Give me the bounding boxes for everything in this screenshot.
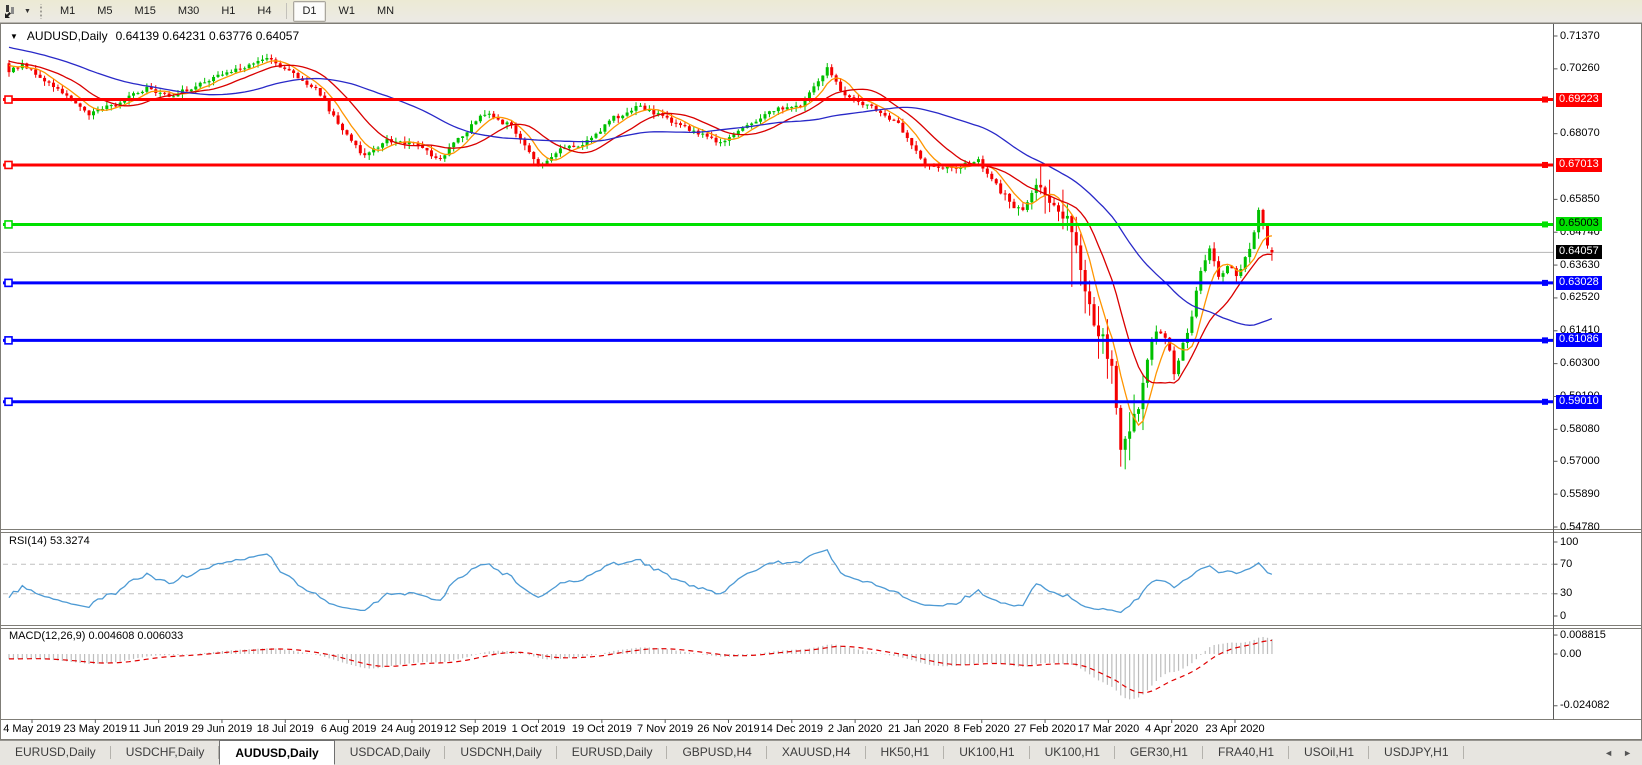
- chart-canvas[interactable]: [1, 24, 1642, 741]
- date-label: 4 Apr 2020: [1145, 723, 1199, 735]
- toolbar-separator: [286, 3, 288, 19]
- price-tick-label: 0.62520: [1560, 291, 1600, 304]
- timeframe-button-mn[interactable]: MN: [377, 5, 395, 17]
- chart-tabs: EURUSD,Daily USDCHF,Daily AUDUSD,Daily USDC…: [0, 740, 1465, 765]
- timeframe-button-m15[interactable]: M15: [134, 5, 156, 17]
- date-label: 26 Nov 2019: [697, 723, 760, 735]
- chart-title-symbol: AUDUSD,Daily: [26, 29, 108, 43]
- macd-axis-label: 0.008815: [1560, 628, 1606, 641]
- timeframe-button-m5[interactable]: M5: [97, 5, 113, 17]
- rsi-axis-label: 0: [1560, 609, 1567, 622]
- candles: [7, 53, 1274, 470]
- chart-tools-icon[interactable]: [3, 4, 19, 19]
- price-tick-label: 0.55890: [1560, 487, 1600, 500]
- date-label: 14 Dec 2019: [760, 723, 823, 735]
- ma-line-medium: [8, 60, 1272, 384]
- price-tick-label: 0.57000: [1560, 454, 1600, 467]
- chart-tab-eurusd-daily[interactable]: EURUSD,Daily: [557, 741, 668, 765]
- tab-scroll-left-icon[interactable]: ◄: [1604, 748, 1614, 758]
- rsi-axis-label: 70: [1560, 557, 1573, 570]
- hline-price-tag[interactable]: 0.65003: [1556, 217, 1602, 232]
- date-label: 11 Jun 2019: [128, 723, 189, 735]
- date-label: 2 Jan 2020: [827, 723, 883, 735]
- timeframe-button-d1[interactable]: D1: [293, 0, 326, 22]
- timeframe-button-h4[interactable]: H4: [257, 5, 272, 17]
- date-label: 23 May 2019: [63, 723, 128, 735]
- chart-window: ▼ AUDUSD,Daily 0.64139 0.64231 0.63776 0…: [0, 23, 1642, 740]
- tab-scroll-right-icon[interactable]: ►: [1623, 748, 1632, 758]
- date-label: 29 Jun 2019: [191, 723, 253, 735]
- price-tick-label: 0.71370: [1560, 29, 1600, 42]
- timeframe-button-w1[interactable]: W1: [338, 5, 356, 17]
- rsi-axis-label: 30: [1560, 587, 1573, 600]
- chart-title-ohlc: 0.64139 0.64231 0.63776 0.64057: [115, 29, 300, 43]
- price-tick-label: 0.61410: [1560, 324, 1600, 337]
- hline-price-tag[interactable]: 0.63028: [1556, 275, 1602, 290]
- date-label: 18 Jul 2019: [256, 723, 314, 735]
- current-price-tag[interactable]: 0.64057: [1556, 245, 1602, 260]
- timeframe-buttons: M1 M5 M15 M30 H1 H4 D1 W1 MN: [49, 0, 405, 22]
- date-label: 8 Feb 2020: [953, 723, 1010, 735]
- chart-tab-usdjpy-h1[interactable]: USDJPY,H1: [1369, 741, 1465, 765]
- chart-tab-usdcnh-daily[interactable]: USDCNH,Daily: [445, 741, 558, 765]
- chart-tab-xauusd-h4[interactable]: XAUUSD,H4: [767, 741, 866, 765]
- date-label: 23 Apr 2020: [1205, 723, 1265, 735]
- ma-line-fast: [8, 60, 1273, 427]
- price-tick-label: 0.58080: [1560, 422, 1600, 435]
- date-label: 24 Aug 2019: [380, 723, 443, 735]
- chart-tab-ger30-h1[interactable]: GER30,H1: [1115, 741, 1204, 765]
- timeframe-button-m1[interactable]: M1: [59, 5, 76, 17]
- chart-tab-uk100-h1[interactable]: UK100,H1: [944, 741, 1030, 765]
- date-label: 12 Sep 2019: [444, 723, 507, 735]
- tab-scroll-arrows: ◄ ►: [1594, 741, 1642, 765]
- price-tick-label: 0.63630: [1560, 258, 1600, 271]
- rsi-panel: [3, 549, 1553, 614]
- ma-line-slow: [8, 46, 1273, 326]
- chart-tab-usdchf-daily[interactable]: USDCHF,Daily: [111, 741, 220, 765]
- hline-price-tag[interactable]: 0.69223: [1556, 92, 1602, 107]
- chart-tab-gbpusd-h4[interactable]: GBPUSD,H4: [667, 741, 768, 765]
- macd-axis-label: 0.00: [1560, 647, 1582, 660]
- timeframe-button-h1[interactable]: H1: [221, 5, 236, 17]
- collapse-indicator-icon[interactable]: ▼: [10, 31, 18, 41]
- rsi-indicator-label: RSI(14) 53.3274: [9, 535, 90, 547]
- chart-tab-eurusd-daily[interactable]: EURUSD,Daily: [0, 741, 111, 765]
- chart-tab-hk50-h1[interactable]: HK50,H1: [866, 741, 945, 765]
- date-label: 1 Oct 2019: [511, 723, 566, 735]
- date-label: 21 Jan 2020: [888, 723, 949, 735]
- macd-panel: [8, 636, 1273, 700]
- date-label: 19 Oct 2019: [571, 723, 632, 735]
- price-tick-label: 0.60300: [1560, 357, 1600, 370]
- date-label: 4 May 2019: [3, 723, 61, 735]
- chart-tab-audusd-daily[interactable]: AUDUSD,Daily: [219, 740, 335, 765]
- chart-tab-uk100-h1[interactable]: UK100,H1: [1030, 741, 1116, 765]
- top-toolbar: ▼ M1 M5 M15 M30 H1 H4 D1 W1 MN: [0, 0, 1642, 23]
- chart-tab-bar: EURUSD,Daily USDCHF,Daily AUDUSD,Daily USDC…: [0, 740, 1642, 765]
- date-label: 27 Feb 2020: [1014, 723, 1076, 735]
- hline-price-tag[interactable]: 0.67013: [1556, 157, 1602, 172]
- macd-axis-label: -0.024082: [1560, 699, 1610, 712]
- date-label: 6 Aug 2019: [320, 723, 377, 735]
- chart-tab-usoil-h1[interactable]: USOil,H1: [1289, 741, 1370, 765]
- chart-tab-fra40-h1[interactable]: FRA40,H1: [1203, 741, 1290, 765]
- price-tick-label: 0.70260: [1560, 62, 1600, 75]
- chart-tools-cluster: ▼: [0, 4, 35, 19]
- toolbar-grip[interactable]: [38, 3, 43, 19]
- date-label: 7 Nov 2019: [637, 723, 694, 735]
- date-label: 17 Mar 2020: [1077, 723, 1140, 735]
- price-tick-label: 0.54780: [1560, 520, 1600, 533]
- timeframe-button-m30[interactable]: M30: [177, 5, 200, 17]
- horizontal-lines: [3, 95, 1553, 407]
- macd-indicator-label: MACD(12,26,9) 0.004608 0.006033: [9, 630, 184, 642]
- price-tick-label: 0.64740: [1560, 225, 1600, 238]
- panel-frame: [1, 24, 1642, 723]
- price-tick-label: 0.65850: [1560, 192, 1600, 205]
- chart-tab-usdcad-daily[interactable]: USDCAD,Daily: [335, 741, 446, 765]
- chart-title: ▼ AUDUSD,Daily 0.64139 0.64231 0.63776 0…: [10, 29, 299, 43]
- rsi-axis-label: 100: [1560, 535, 1579, 548]
- hline-price-tag[interactable]: 0.61086: [1556, 333, 1602, 348]
- hline-price-tag[interactable]: 0.59010: [1556, 394, 1602, 409]
- chart-tools-dropdown-caret[interactable]: ▼: [24, 7, 31, 15]
- price-tick-label: 0.68070: [1560, 127, 1600, 140]
